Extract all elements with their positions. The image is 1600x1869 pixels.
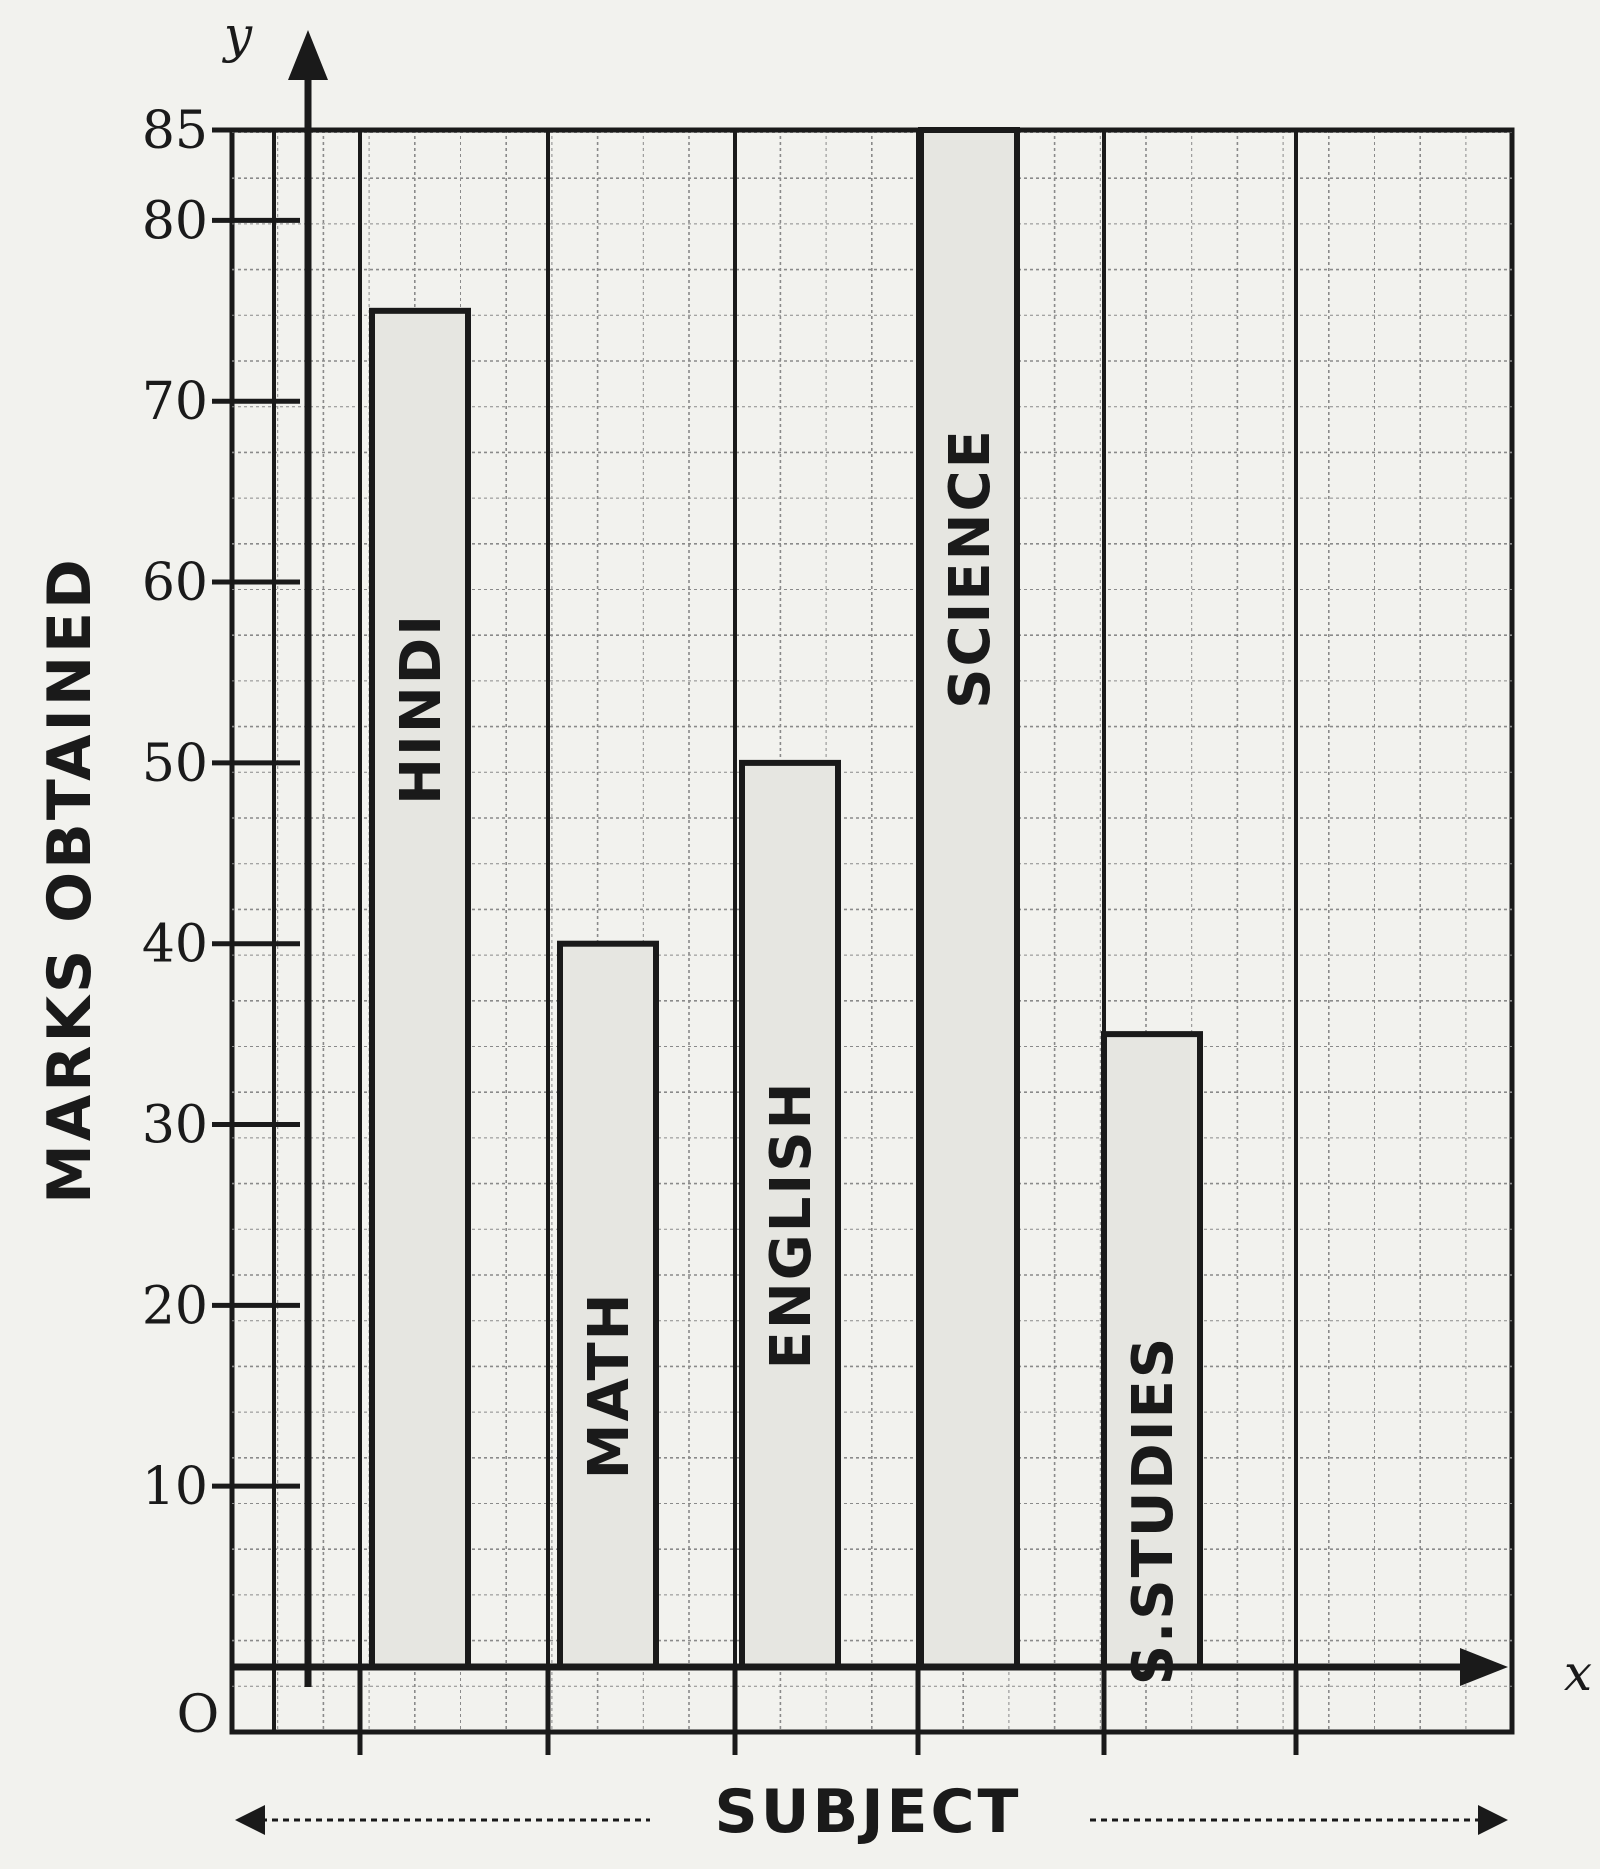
y-ticks: 10 20 30 40 50 60 70 80 85: [142, 101, 300, 1517]
axes: [232, 30, 1508, 1835]
bar-label: MATH: [577, 1291, 642, 1479]
bar-hindi: [369, 307, 471, 1671]
origin-label: O: [177, 1685, 220, 1745]
y-axis-arrow: [288, 30, 328, 80]
bar-math: [557, 940, 659, 1670]
x-axis-letter: x: [1564, 1644, 1592, 1702]
x-title-arrow-left: [235, 1805, 265, 1835]
x-axis-arrow: [1460, 1648, 1508, 1686]
y-tick-label: 85: [142, 101, 208, 161]
bar-label: ENGLISH: [759, 1081, 824, 1370]
bar-label: S.STUDIES: [1121, 1336, 1186, 1686]
y-tick-label: 80: [142, 191, 208, 251]
y-tick-label: 70: [142, 372, 208, 432]
bar-label: HINDI: [389, 613, 454, 805]
y-axis-letter: y: [222, 6, 253, 64]
x-axis-title-group: SUBJECT: [715, 1777, 1022, 1847]
y-tick-label: 30: [142, 1096, 208, 1156]
bar-science: [918, 127, 1020, 1670]
bar-sstudies: [1101, 1031, 1203, 1670]
x-title-arrow-right: [1478, 1805, 1508, 1835]
bars: HINDI MATH ENGLISH SCIENCE S.STUDIES: [369, 127, 1203, 1686]
y-tick-label: 50: [142, 734, 208, 794]
y-tick-label: 60: [142, 553, 208, 613]
y-tick-label: 40: [142, 915, 208, 975]
y-axis-title: MARKS OBTAINED: [35, 556, 105, 1204]
bar-label: SCIENCE: [938, 428, 1003, 709]
y-tick-label: 20: [142, 1276, 208, 1336]
y-tick-label: 10: [142, 1457, 208, 1517]
x-axis-title: SUBJECT: [715, 1777, 1022, 1847]
